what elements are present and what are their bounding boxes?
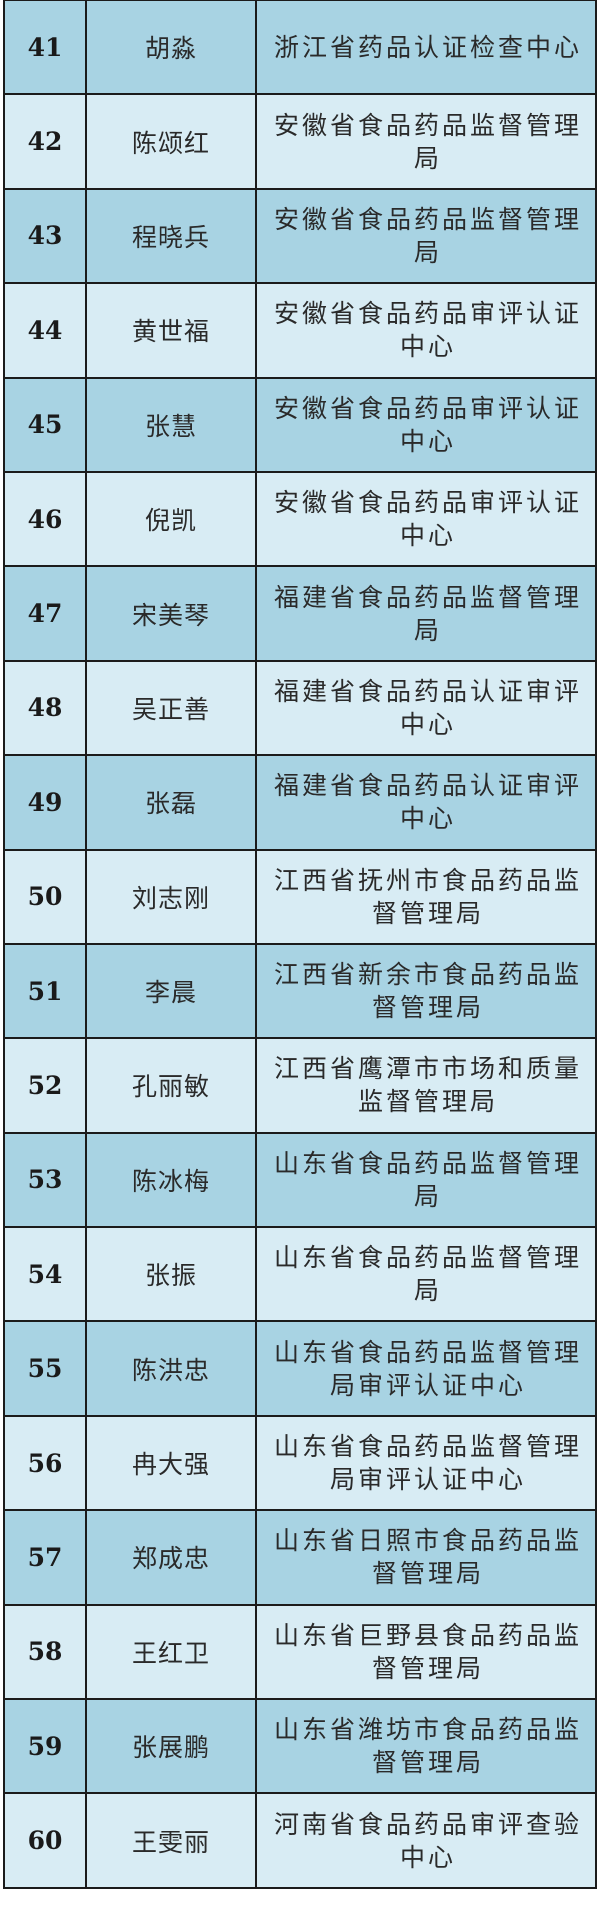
- organization: 安徽省食品药品审评认证中心: [255, 376, 597, 473]
- person-name: 王雯丽: [85, 1792, 257, 1889]
- row-number: 47: [3, 565, 87, 662]
- table-row: 51 李晨 江西省新余市食品药品监督管理局: [3, 942, 597, 1040]
- row-number: 56: [3, 1414, 87, 1512]
- person-name: 孔丽敏: [85, 1037, 257, 1134]
- row-number: 53: [3, 1131, 87, 1229]
- row-number: 50: [3, 848, 87, 945]
- table-row: 60 王雯丽 河南省食品药品审评查验中心: [3, 1792, 597, 1889]
- table-row: 41 胡淼 浙江省药品认证检查中心: [3, 0, 597, 96]
- organization: 安徽省食品药品审评认证中心: [255, 470, 597, 568]
- row-number: 45: [3, 376, 87, 473]
- person-name: 张磊: [85, 754, 257, 851]
- row-number: 58: [3, 1603, 87, 1701]
- row-number: 43: [3, 187, 87, 285]
- person-name: 陈颂红: [85, 93, 257, 190]
- organization: 福建省食品药品认证审评中心: [255, 754, 597, 851]
- table-row: 57 郑成忠 山东省日照市食品药品监督管理局: [3, 1509, 597, 1606]
- organization: 安徽省食品药品监督管理局: [255, 93, 597, 190]
- row-number: 49: [3, 754, 87, 851]
- row-number: 57: [3, 1509, 87, 1606]
- row-number: 48: [3, 659, 87, 757]
- organization: 江西省抚州市食品药品监督管理局: [255, 848, 597, 945]
- person-name: 郑成忠: [85, 1509, 257, 1606]
- person-name: 吴正善: [85, 659, 257, 757]
- person-name: 胡淼: [85, 0, 257, 96]
- organization: 山东省巨野县食品药品监督管理局: [255, 1603, 597, 1701]
- organization: 安徽省食品药品监督管理局: [255, 187, 597, 285]
- person-name: 程晓兵: [85, 187, 257, 285]
- person-name: 王红卫: [85, 1603, 257, 1701]
- person-name: 刘志刚: [85, 848, 257, 945]
- person-name: 宋美琴: [85, 565, 257, 662]
- organization: 山东省潍坊市食品药品监督管理局: [255, 1698, 597, 1795]
- organization: 山东省食品药品监督管理局审评认证中心: [255, 1414, 597, 1512]
- table-row: 45 张慧 安徽省食品药品审评认证中心: [3, 376, 597, 473]
- organization: 江西省新余市食品药品监督管理局: [255, 942, 597, 1040]
- table-row: 58 王红卫 山东省巨野县食品药品监督管理局: [3, 1603, 597, 1701]
- table-row: 47 宋美琴 福建省食品药品监督管理局: [3, 565, 597, 662]
- table-row: 43 程晓兵 安徽省食品药品监督管理局: [3, 187, 597, 285]
- table-row: 42 陈颂红 安徽省食品药品监督管理局: [3, 93, 597, 190]
- table-body: 41 胡淼 浙江省药品认证检查中心 42 陈颂红 安徽省食品药品监督管理局 43 程晓兵 安徽省…: [3, 0, 597, 1889]
- row-number: 44: [3, 282, 87, 379]
- row-number: 42: [3, 93, 87, 190]
- organization: 山东省食品药品监督管理局: [255, 1226, 597, 1323]
- row-number: 55: [3, 1320, 87, 1417]
- row-number: 59: [3, 1698, 87, 1795]
- organization: 山东省日照市食品药品监督管理局: [255, 1509, 597, 1606]
- table-row: 48 吴正善 福建省食品药品认证审评中心: [3, 659, 597, 757]
- table-row: 50 刘志刚 江西省抚州市食品药品监督管理局: [3, 848, 597, 945]
- table-row: 55 陈洪忠 山东省食品药品监督管理局审评认证中心: [3, 1320, 597, 1417]
- person-name: 倪凯: [85, 470, 257, 568]
- table-row: 53 陈冰梅 山东省食品药品监督管理局: [3, 1131, 597, 1229]
- table-row: 44 黄世福 安徽省食品药品审评认证中心: [3, 282, 597, 379]
- organization: 浙江省药品认证检查中心: [255, 0, 597, 96]
- organization: 河南省食品药品审评查验中心: [255, 1792, 597, 1889]
- organization: 山东省食品药品监督管理局: [255, 1131, 597, 1229]
- organization: 山东省食品药品监督管理局审评认证中心: [255, 1320, 597, 1417]
- table-row: 52 孔丽敏 江西省鹰潭市市场和质量监督管理局: [3, 1037, 597, 1134]
- person-name: 冉大强: [85, 1414, 257, 1512]
- organization: 福建省食品药品认证审评中心: [255, 659, 597, 757]
- table-row: 46 倪凯 安徽省食品药品审评认证中心: [3, 470, 597, 568]
- table-row: 56 冉大强 山东省食品药品监督管理局审评认证中心: [3, 1414, 597, 1512]
- person-name: 张慧: [85, 376, 257, 473]
- row-number: 51: [3, 942, 87, 1040]
- person-name: 陈洪忠: [85, 1320, 257, 1417]
- table-row: 54 张振 山东省食品药品监督管理局: [3, 1226, 597, 1323]
- organization: 福建省食品药品监督管理局: [255, 565, 597, 662]
- table-row: 59 张展鹏 山东省潍坊市食品药品监督管理局: [3, 1698, 597, 1795]
- person-name: 陈冰梅: [85, 1131, 257, 1229]
- row-number: 54: [3, 1226, 87, 1323]
- personnel-table: 41 胡淼 浙江省药品认证检查中心 42 陈颂红 安徽省食品药品监督管理局 43 程晓兵 安徽省…: [3, 0, 597, 1889]
- person-name: 黄世福: [85, 282, 257, 379]
- organization: 江西省鹰潭市市场和质量监督管理局: [255, 1037, 597, 1134]
- organization: 安徽省食品药品审评认证中心: [255, 282, 597, 379]
- person-name: 张展鹏: [85, 1698, 257, 1795]
- row-number: 46: [3, 470, 87, 568]
- person-name: 张振: [85, 1226, 257, 1323]
- table-row: 49 张磊 福建省食品药品认证审评中心: [3, 754, 597, 851]
- row-number: 41: [3, 0, 87, 96]
- row-number: 52: [3, 1037, 87, 1134]
- row-number: 60: [3, 1792, 87, 1889]
- person-name: 李晨: [85, 942, 257, 1040]
